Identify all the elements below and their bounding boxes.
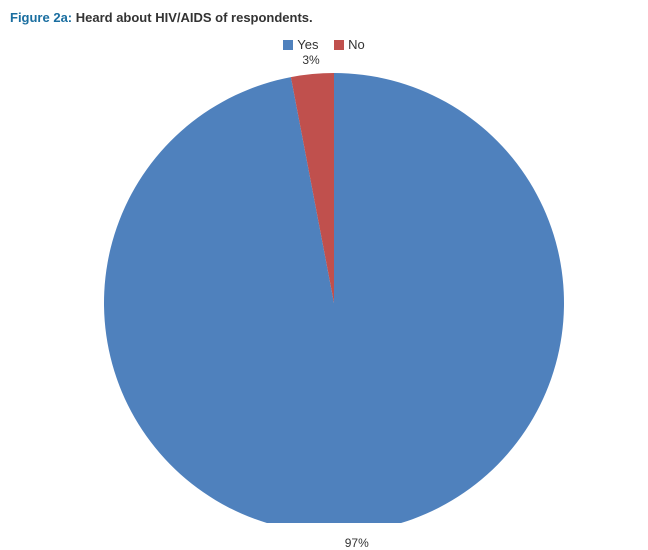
legend-swatch-yes (283, 40, 293, 50)
slice-label-yes: 97% (345, 536, 369, 550)
legend-label-yes: Yes (297, 37, 318, 52)
figure-title-text: Heard about HIV/AIDS of respondents. (72, 10, 313, 25)
pie-chart: 97% 3% (10, 53, 638, 523)
figure-label: Figure 2a: (10, 10, 72, 25)
legend-swatch-no (334, 40, 344, 50)
chart-legend: Yes No (10, 37, 638, 53)
pie-svg (10, 53, 648, 523)
legend-label-no: No (348, 37, 365, 52)
slice-label-no: 3% (302, 53, 319, 67)
figure-title: Figure 2a: Heard about HIV/AIDS of respo… (10, 10, 638, 25)
figure-container: Figure 2a: Heard about HIV/AIDS of respo… (0, 0, 648, 543)
legend-item-yes: Yes (283, 37, 318, 52)
legend-item-no: No (334, 37, 365, 52)
